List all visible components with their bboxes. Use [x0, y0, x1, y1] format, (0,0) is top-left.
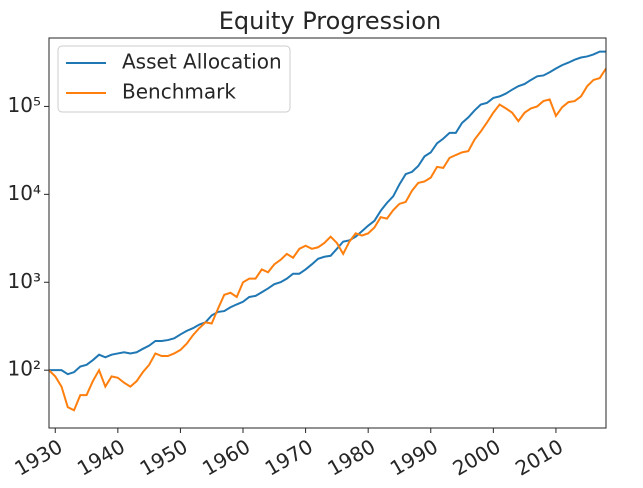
y-tick-label: 10³ [8, 269, 41, 293]
x-tick-label: 1970 [261, 434, 317, 480]
x-tick-label: 1940 [73, 434, 129, 480]
y-tick-label: 10⁴ [8, 181, 41, 205]
x-tick-label: 1930 [10, 434, 66, 480]
x-tick-label: 1950 [136, 434, 192, 480]
x-tick-label: 2000 [449, 434, 505, 480]
x-tick-label: 1990 [386, 434, 442, 480]
legend-box [57, 45, 291, 113]
x-tick-label: 1980 [323, 434, 379, 480]
series-line [49, 50, 606, 376]
y-tick-label: 10² [8, 357, 41, 381]
legend-label: Benchmark [122, 80, 236, 104]
legend-label: Asset Allocation [122, 50, 282, 74]
plot-frame [48, 37, 607, 429]
chart-title: Equity Progression [219, 7, 442, 35]
x-tick-label: 1960 [198, 434, 254, 480]
y-tick-label: 10⁵ [8, 93, 41, 117]
series-line [48, 67, 607, 412]
x-tick-label: 2010 [511, 434, 567, 480]
